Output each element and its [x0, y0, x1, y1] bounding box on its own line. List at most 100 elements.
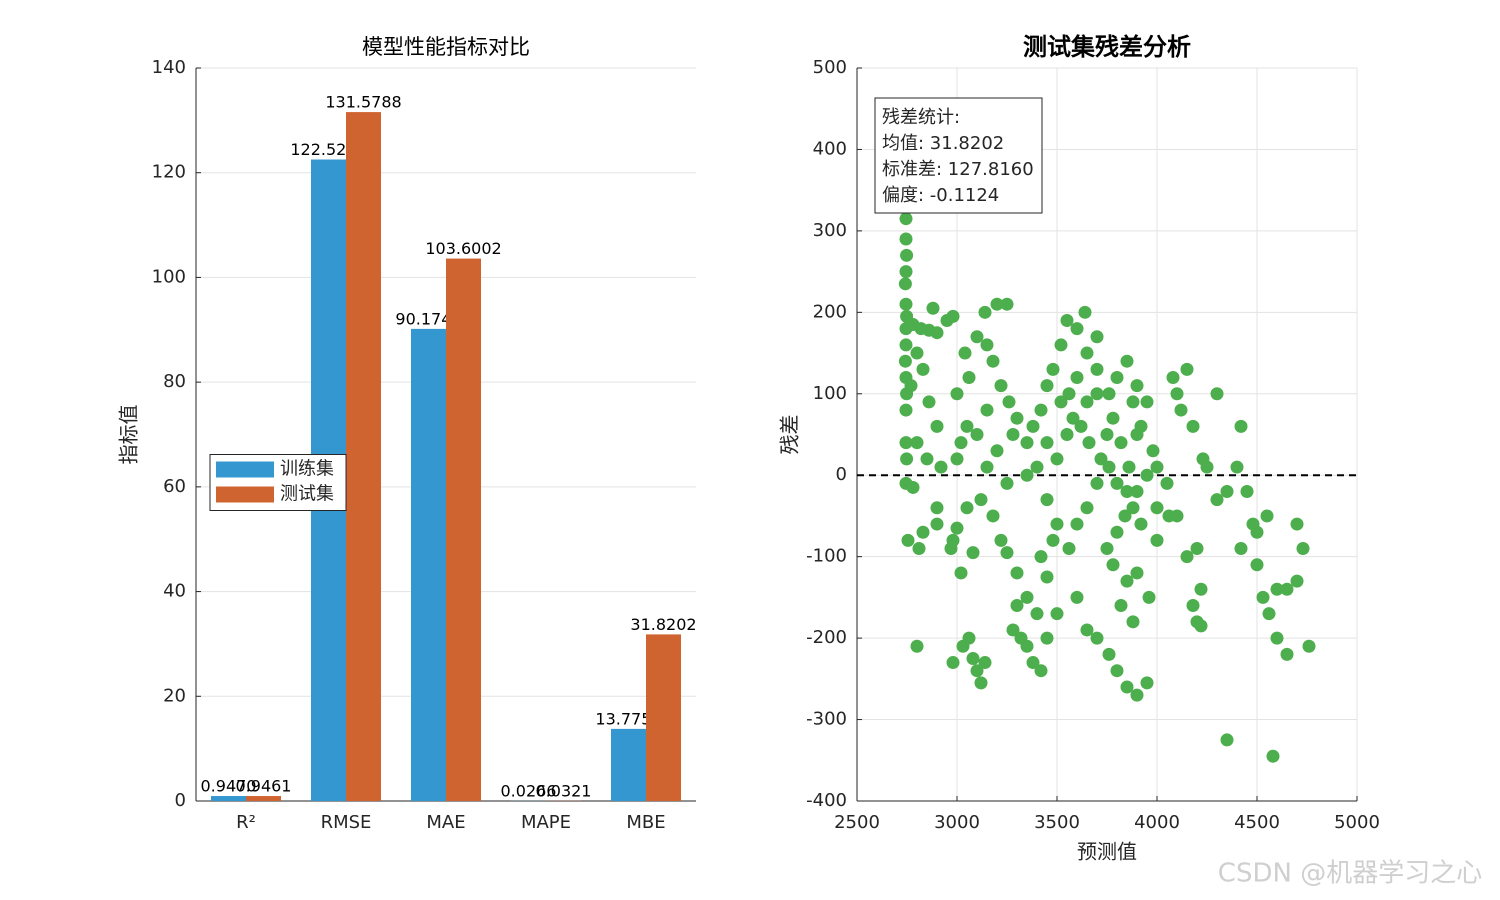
- scatter-point: [1102, 387, 1116, 401]
- scatter-point: [906, 480, 920, 494]
- scatter-point: [1266, 749, 1280, 763]
- scatter-point: [1296, 542, 1310, 556]
- scatter-point: [954, 436, 968, 450]
- y-tick-label: 20: [163, 685, 186, 706]
- scatter-point: [1034, 664, 1048, 678]
- scatter-point: [1200, 460, 1214, 474]
- scatter-point: [1046, 533, 1060, 547]
- scatter-point: [1074, 419, 1088, 433]
- scatter-point: [1194, 582, 1208, 596]
- scatter-point: [1054, 338, 1068, 352]
- annotation-line: 偏度: -0.1124: [882, 185, 999, 206]
- scatter-point: [1146, 444, 1160, 458]
- scatter-point: [1090, 476, 1104, 490]
- scatter-point: [974, 676, 988, 690]
- scatter-point: [1100, 428, 1114, 441]
- scatter-point: [978, 305, 992, 319]
- scatter-point: [1230, 460, 1244, 474]
- y-tick-label: 500: [813, 57, 847, 78]
- scatter-point: [1130, 688, 1144, 702]
- scatter-point: [901, 533, 915, 547]
- scatter-point: [1130, 485, 1144, 499]
- scatter-point: [1090, 330, 1104, 344]
- scatter-point: [980, 460, 994, 474]
- x-tick-label: 4000: [1134, 812, 1180, 833]
- scatter-point: [1066, 411, 1080, 425]
- scatter-point: [970, 428, 984, 441]
- scatter-point: [1110, 525, 1124, 539]
- legend-swatch: [216, 486, 274, 503]
- x-tick-label: 5000: [1334, 812, 1380, 833]
- scatter-point: [899, 436, 913, 450]
- scatter-point: [1280, 647, 1294, 661]
- scatter-point: [1070, 590, 1084, 604]
- scatter-point: [954, 566, 968, 580]
- scatter-point: [916, 525, 930, 539]
- scatter-point: [930, 419, 944, 433]
- scatter-point: [1126, 395, 1140, 409]
- bar: [446, 258, 481, 801]
- scatter-point: [1126, 501, 1140, 515]
- scatter-point: [1120, 680, 1134, 694]
- scatter-point: [1070, 322, 1084, 336]
- scatter-point: [1100, 542, 1114, 556]
- scatter-point: [1102, 460, 1116, 474]
- annotation-line: 残差统计:: [882, 107, 960, 128]
- scatter-point: [966, 546, 980, 560]
- scatter-point: [990, 444, 1004, 458]
- y-tick-label: 80: [163, 371, 186, 392]
- scatter-point: [1302, 639, 1316, 653]
- scatter-point: [986, 354, 1000, 368]
- scatter-point: [1006, 428, 1020, 441]
- x-tick-label: 3000: [934, 812, 980, 833]
- scatter-point: [962, 631, 976, 645]
- scatter-point: [986, 509, 1000, 523]
- scatter-point: [994, 533, 1008, 547]
- scatter-point: [1234, 542, 1248, 556]
- x-tick-label: RMSE: [321, 812, 372, 833]
- scatter-point: [960, 501, 974, 515]
- x-tick-label: MBE: [626, 812, 665, 833]
- y-tick-label: 100: [813, 383, 847, 404]
- bar: [646, 634, 681, 801]
- bar: [211, 796, 246, 801]
- scatter-point: [926, 301, 940, 315]
- bar-value-label: 0.0266: [501, 781, 557, 800]
- bar: [246, 796, 281, 801]
- scatter-point: [950, 521, 964, 535]
- scatter-point: [899, 403, 913, 417]
- y-tick-label: -100: [806, 546, 847, 567]
- y-tick-label: 300: [813, 220, 847, 241]
- scatter-point: [1046, 362, 1060, 376]
- scatter-point: [1190, 542, 1204, 556]
- scatter-point: [1142, 590, 1156, 604]
- scatter-point: [1034, 550, 1048, 564]
- chart-title: 模型性能指标对比: [362, 35, 530, 59]
- scatter-point: [1040, 436, 1054, 450]
- scatter-point: [1160, 476, 1174, 490]
- scatter-point: [1270, 582, 1284, 596]
- scatter-point: [1060, 428, 1074, 441]
- x-tick-label: 2500: [834, 812, 880, 833]
- scatter-point: [912, 542, 926, 556]
- legend-label: 测试集: [280, 484, 334, 505]
- scatter-point: [1102, 647, 1116, 661]
- bar-value-label: 90.1744: [395, 309, 461, 328]
- legend-label: 训练集: [280, 459, 334, 480]
- bar: [411, 328, 446, 801]
- scatter-point: [980, 403, 994, 417]
- scatter-point: [1120, 574, 1134, 588]
- scatter-point: [1194, 619, 1208, 633]
- scatter-point: [1110, 476, 1124, 490]
- scatter-point: [1174, 403, 1188, 417]
- scatter-point: [1106, 558, 1120, 572]
- scatter-point: [1290, 517, 1304, 531]
- scatter-point: [1118, 509, 1132, 523]
- scatter-point: [1010, 566, 1024, 580]
- scatter-point: [1070, 370, 1084, 384]
- scatter-point: [1256, 590, 1270, 604]
- scatter-point: [1040, 631, 1054, 645]
- scatter-point: [930, 326, 944, 340]
- x-tick-label: R²: [236, 812, 256, 833]
- scatter-point: [1040, 493, 1054, 507]
